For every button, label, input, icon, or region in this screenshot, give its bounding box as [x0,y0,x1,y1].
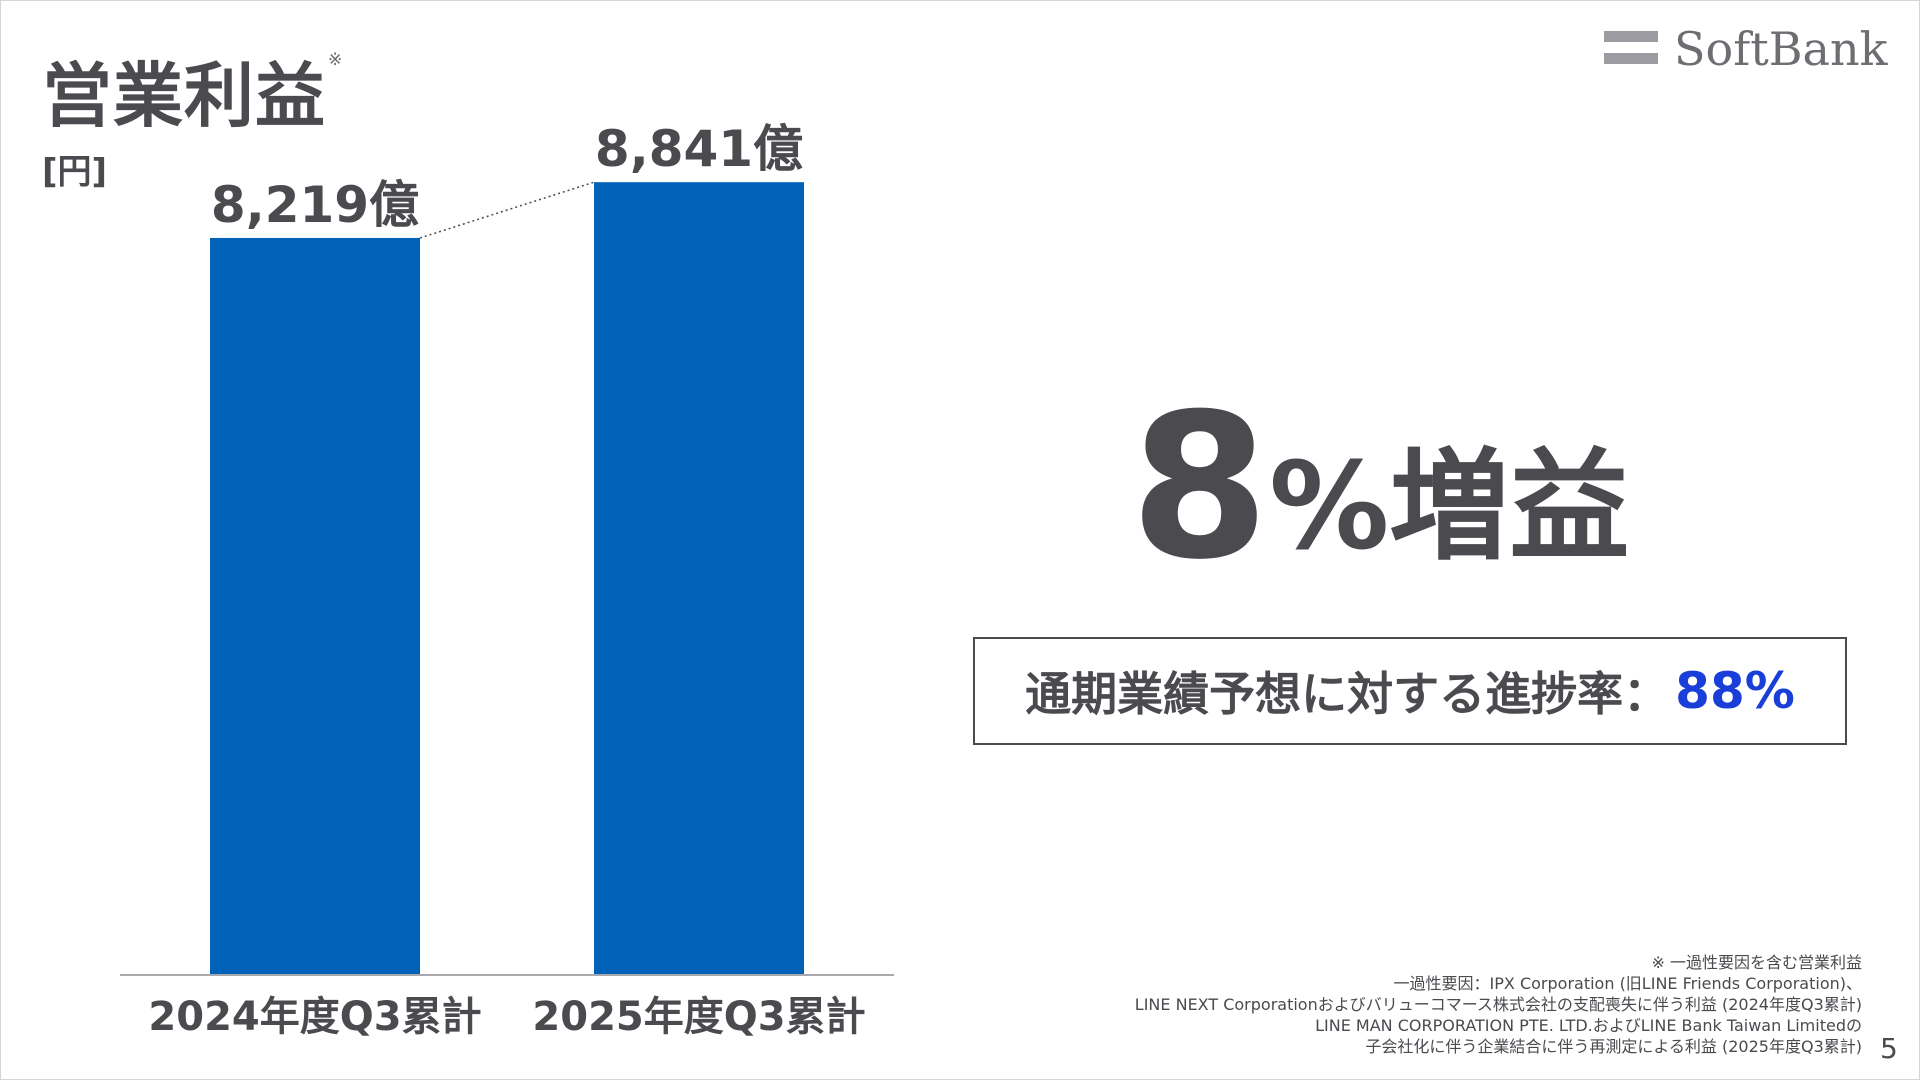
progress-rate-box: 通期業績予想に対する進捗率： 88% [973,637,1847,745]
growth-percent-number: 8 [1130,371,1270,604]
bar-value-label: 8,219億 [211,176,419,234]
logo-text: SoftBank [1674,22,1888,76]
bar-1 [210,237,420,976]
logo-bar-top-icon [1604,31,1658,42]
page-number: 5 [1880,1032,1898,1065]
bar-connector-line [419,181,595,239]
logo-bar-bottom-icon [1604,53,1658,64]
title-footnote-mark: ※ [328,50,343,70]
growth-headline: 8%増益 [1130,388,1690,588]
footnote-line: 一過性要因：IPX Corporation (旧LINE Friends Cor… [1393,974,1862,993]
chart-unit-label: [円] [42,152,108,192]
bar-value-label: 8,841億 [595,120,803,178]
bar-2 [594,182,804,975]
softbank-logo: SoftBank [1604,22,1887,76]
progress-rate-value: 88% [1675,662,1795,720]
slide-title: 営業利益 [42,55,326,137]
category-label: 2024年度Q3累計 [148,994,481,1040]
growth-percent-suffix: %増益 [1269,438,1630,577]
footnote-line: LINE NEXT Corporationおよびバリューコマース株式会社の支配喪… [1134,995,1862,1014]
operating-profit-bar-chart: 8,219億 2024年度Q3累計 8,841億 2025年度Q3累計 [120,120,894,1040]
category-label: 2025年度Q3累計 [532,994,865,1040]
footnote-line: ※ 一過性要因を含む営業利益 [1651,953,1863,972]
progress-rate-label: 通期業績予想に対する進捗率： [1025,667,1670,721]
footnotes: ※ 一過性要因を含む営業利益 一過性要因：IPX Corporation (旧L… [1135,952,1862,1057]
footnote-line: LINE MAN CORPORATION PTE. LTD.およびLINE Ba… [1315,1016,1862,1035]
footnote-line: 子会社化に伴う企業結合に伴う再測定による利益 (2025年度Q3累計) [1365,1037,1862,1056]
